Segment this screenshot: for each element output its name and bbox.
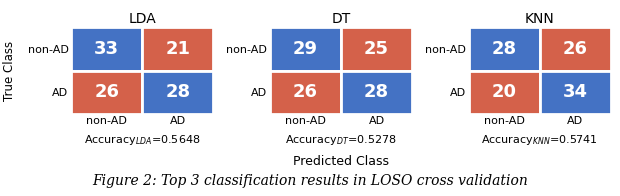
Bar <box>270 27 341 71</box>
Bar <box>341 71 412 114</box>
Text: 25: 25 <box>364 40 389 58</box>
Bar <box>341 27 412 71</box>
Text: 26: 26 <box>94 83 119 101</box>
Text: Accuracy$_{KNN}$=0.5741: Accuracy$_{KNN}$=0.5741 <box>482 133 598 147</box>
Bar <box>270 71 341 114</box>
Title: DT: DT <box>331 12 351 26</box>
Text: 20: 20 <box>492 83 516 101</box>
Bar <box>142 27 213 71</box>
Text: 26: 26 <box>293 83 318 101</box>
Text: Figure 2: Top 3 classification results in LOSO cross validation: Figure 2: Top 3 classification results i… <box>92 174 528 188</box>
Bar <box>142 71 213 114</box>
Text: Accuracy$_{LDA}$=0.5648: Accuracy$_{LDA}$=0.5648 <box>84 133 200 147</box>
Bar <box>469 27 540 71</box>
Title: KNN: KNN <box>525 12 555 26</box>
Bar <box>469 71 540 114</box>
Title: LDA: LDA <box>128 12 156 26</box>
Text: 26: 26 <box>563 40 588 58</box>
Text: True Class: True Class <box>3 41 16 101</box>
Text: 34: 34 <box>563 83 588 101</box>
Text: Predicted Class: Predicted Class <box>293 155 389 168</box>
Text: Accuracy$_{DT}$=0.5278: Accuracy$_{DT}$=0.5278 <box>285 133 397 147</box>
Bar <box>540 27 611 71</box>
Text: 28: 28 <box>364 83 389 101</box>
Text: 21: 21 <box>166 40 190 58</box>
Text: 28: 28 <box>165 83 190 101</box>
Bar <box>71 71 142 114</box>
Bar <box>540 71 611 114</box>
Text: 33: 33 <box>94 40 119 58</box>
Bar <box>71 27 142 71</box>
Text: 29: 29 <box>293 40 318 58</box>
Text: 28: 28 <box>492 40 517 58</box>
